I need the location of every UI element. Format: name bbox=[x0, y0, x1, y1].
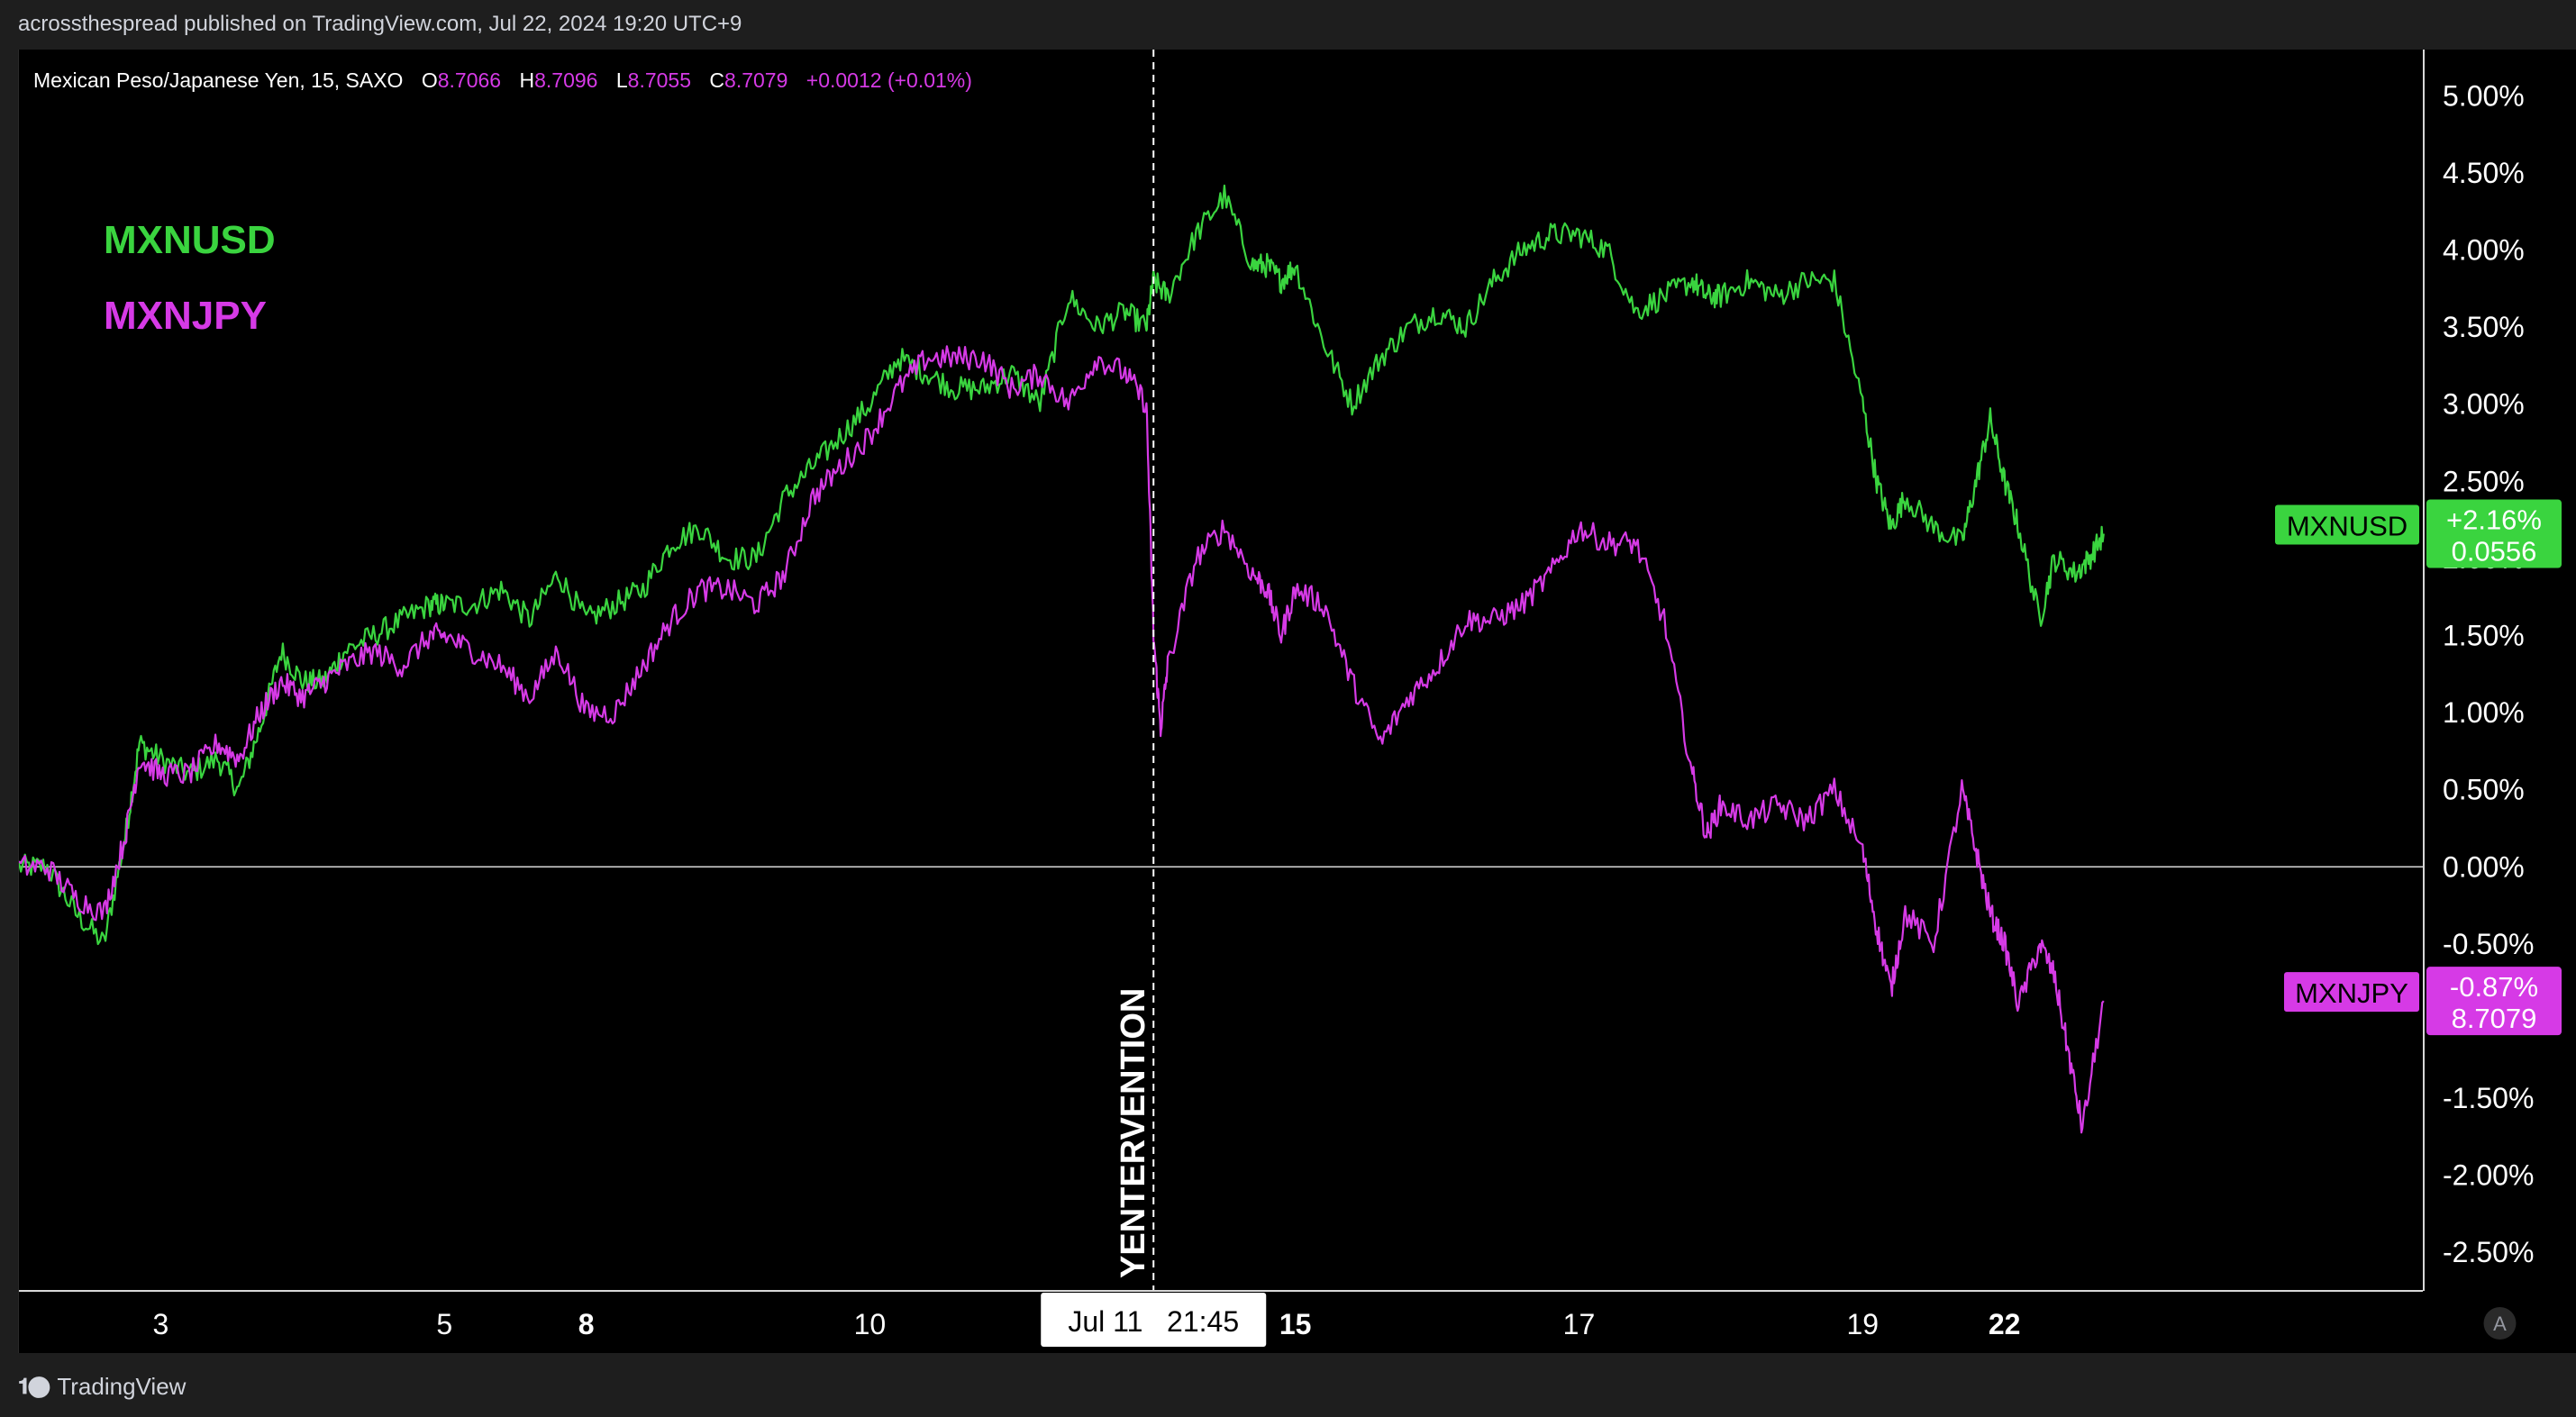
legend-open-value: 8.7066 bbox=[438, 68, 501, 92]
x-tick-label: 8 bbox=[578, 1308, 595, 1340]
series-last-price: 8.7079 bbox=[2452, 1003, 2537, 1034]
publish-info: acrossthespread published on TradingView… bbox=[18, 12, 742, 36]
y-tick-label: -2.00% bbox=[2443, 1159, 2534, 1192]
y-tick-label: -1.50% bbox=[2443, 1082, 2534, 1114]
x-tick-label: 3 bbox=[153, 1308, 169, 1340]
y-tick-label: 2.50% bbox=[2443, 465, 2525, 497]
footer-bar: 𝟏⬤ TradingView bbox=[0, 1353, 2576, 1417]
tradingview-logo-icon: 𝟏⬤ bbox=[18, 1374, 50, 1399]
chart-background bbox=[19, 50, 2576, 1353]
x-tick-label: 5 bbox=[436, 1308, 452, 1340]
series-legend-mxnjpy: MXNJPY bbox=[104, 294, 267, 338]
series-name-tag-mxnusd bbox=[2275, 504, 2419, 545]
brand-name: TradingView bbox=[57, 1373, 187, 1400]
legend-symbol: Mexican Peso/Japanese Yen, 15, SAXO bbox=[33, 68, 403, 92]
crosshair-time-box bbox=[1041, 1293, 1267, 1347]
series-legend-mxnusd: MXNUSD bbox=[104, 218, 276, 262]
publish-header: acrossthespread published on TradingView… bbox=[0, 0, 2576, 50]
series-name-tag-mxnjpy bbox=[2284, 972, 2419, 1013]
series-value-tag-mxnjpy bbox=[2426, 967, 2562, 1036]
series-value-tag-mxnusd bbox=[2426, 499, 2562, 568]
overlay-layer: YENTERVENTION 5.00% 4.50% 4.00% 3.50% 3.00% 2.… bbox=[19, 50, 2576, 1353]
series-last-change: -0.87% bbox=[2450, 971, 2538, 1003]
y-tick-label: 1.50% bbox=[2443, 619, 2525, 651]
auto-scale-button bbox=[2483, 1307, 2517, 1340]
price-chart[interactable]: YENTERVENTION 5.00% 4.50% 4.00% 3.50% 3.00% 2.… bbox=[17, 50, 2576, 1353]
x-tick-label: 19 bbox=[1846, 1308, 1879, 1340]
crosshair-time-label: Jul 11 21:45 bbox=[1068, 1305, 1239, 1338]
series-last-change: +2.16% bbox=[2446, 504, 2542, 536]
legend-low-label: L bbox=[616, 68, 628, 92]
ohlc-legend: Mexican Peso/Japanese Yen, 15, SAXO O8.7… bbox=[33, 68, 972, 92]
price-axis bbox=[2423, 50, 2576, 1291]
series-name-tag-label: MXNJPY bbox=[2295, 977, 2408, 1009]
series-name-tag-label: MXNUSD bbox=[2287, 511, 2408, 542]
x-tick-label: 22 bbox=[1989, 1308, 2021, 1340]
y-tick-label: 5.00% bbox=[2443, 79, 2525, 112]
x-tick-label: 10 bbox=[854, 1308, 887, 1340]
y-tick-label: 0.50% bbox=[2443, 774, 2525, 806]
chart-frame[interactable]: YENTERVENTION 5.00% 4.50% 4.00% 3.50% 3.00% 2.… bbox=[17, 50, 2576, 1353]
legend-close-label: C bbox=[709, 68, 724, 92]
y-tick-label: -0.50% bbox=[2443, 928, 2534, 960]
y-tick-label: 4.50% bbox=[2443, 157, 2525, 189]
time-axis bbox=[19, 1291, 2576, 1353]
y-tick-label: 1.00% bbox=[2443, 696, 2525, 729]
series-last-price: 0.0556 bbox=[2452, 536, 2537, 568]
auto-scale-label: A bbox=[2493, 1313, 2507, 1335]
series-layer bbox=[17, 184, 2423, 1134]
legend-high-label: H bbox=[519, 68, 534, 92]
y-tick-label: 3.00% bbox=[2443, 388, 2525, 421]
y-tick-label: -2.50% bbox=[2443, 1236, 2534, 1268]
x-tick-label: 17 bbox=[1563, 1308, 1596, 1340]
y-tick-label: 4.00% bbox=[2443, 234, 2525, 267]
legend-close-value: 8.7079 bbox=[724, 68, 787, 92]
y-tick-label: 3.50% bbox=[2443, 311, 2525, 343]
legend-open-label: O bbox=[422, 68, 438, 92]
event-label: YENTERVENTION bbox=[1115, 988, 1152, 1278]
legend-low-value: 8.7055 bbox=[628, 68, 691, 92]
tradingview-brand[interactable]: 𝟏⬤ TradingView bbox=[18, 1373, 186, 1401]
legend-high-value: 8.7096 bbox=[534, 68, 597, 92]
series-line-mxnjpy bbox=[18, 345, 2105, 1134]
y-tick-label: 0.00% bbox=[2443, 850, 2525, 883]
series-line-mxnusd bbox=[17, 184, 2105, 946]
x-tick-label: 15 bbox=[1279, 1308, 1312, 1340]
legend-change: +0.0012 (+0.01%) bbox=[806, 68, 972, 92]
